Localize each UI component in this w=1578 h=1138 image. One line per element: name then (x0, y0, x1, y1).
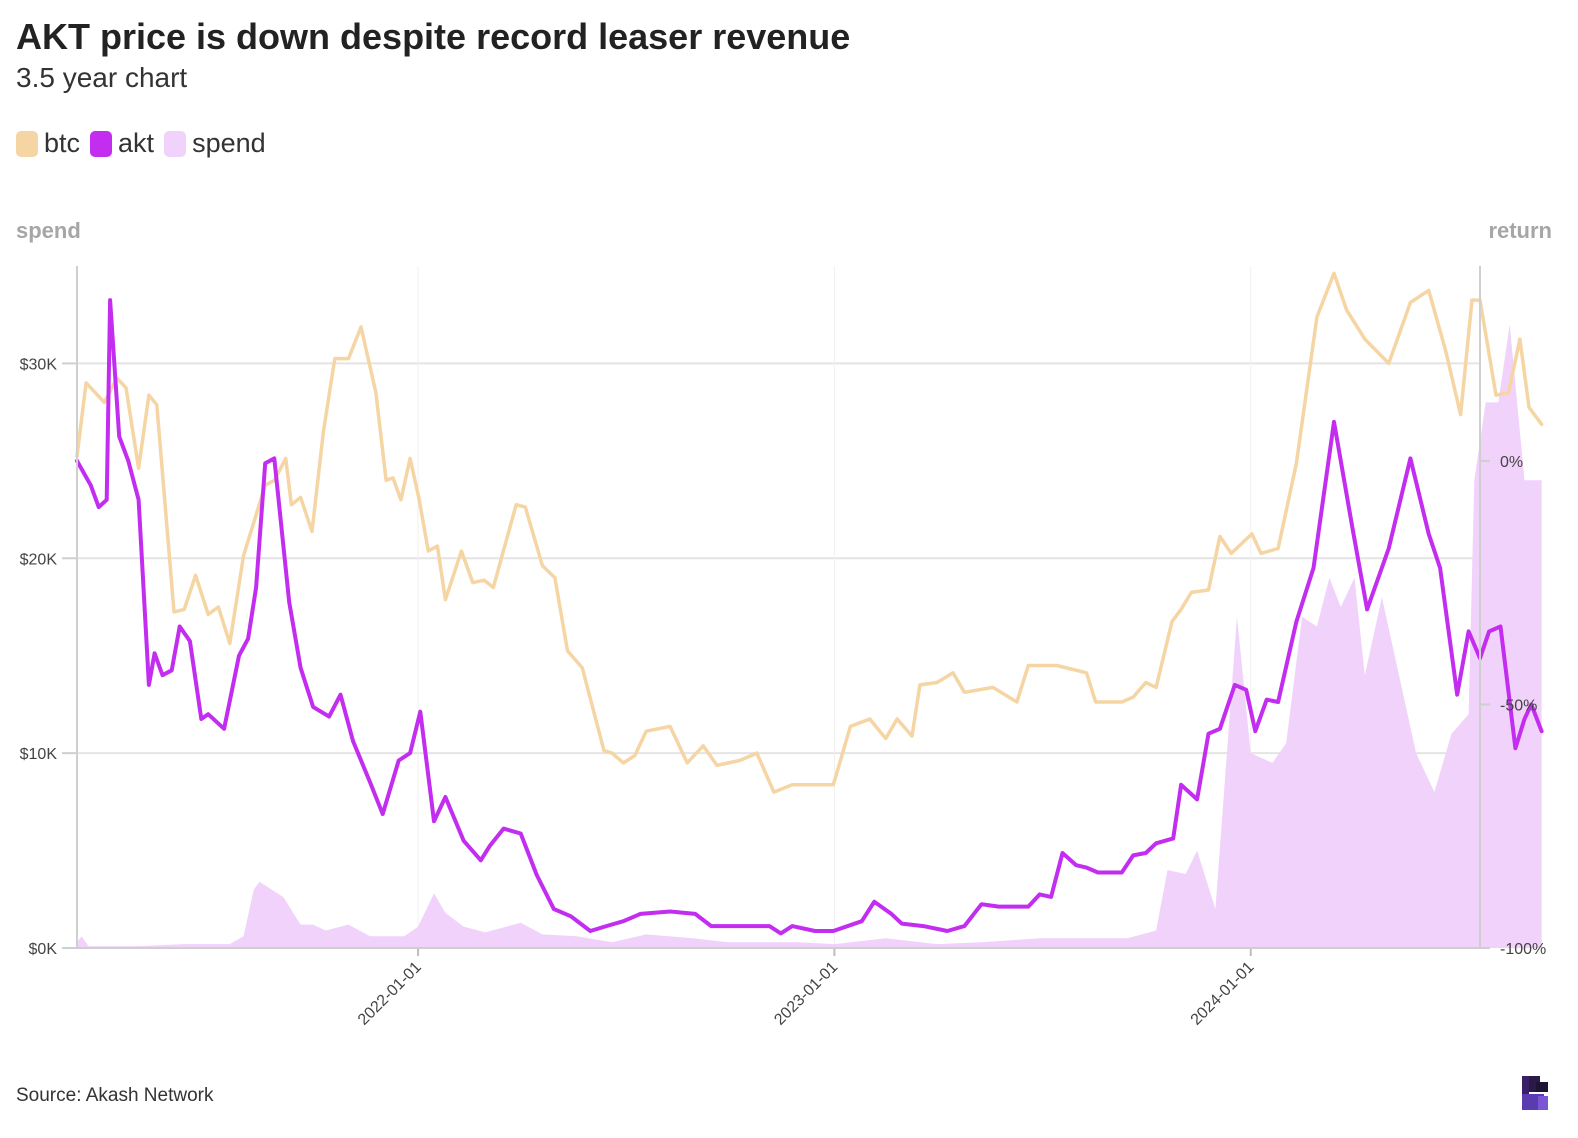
legend-swatch-spend (164, 130, 187, 157)
legend-item-btc[interactable]: btc (16, 128, 80, 159)
legend-swatch-btc (16, 130, 38, 157)
chart-title: AKT price is down despite record leaser … (16, 16, 851, 57)
right-tick-label: -50% (1500, 697, 1537, 714)
axes (62, 266, 1490, 956)
right-tick-label: 0% (1500, 454, 1523, 471)
x-tick-label: 2024-01-01 (1188, 959, 1258, 1029)
right-tick-label: -100% (1500, 941, 1546, 958)
left-tick-label: $10K (20, 746, 58, 763)
source-note: Source: Akash Network (16, 1085, 214, 1106)
legend-swatch-akt (90, 130, 113, 157)
left-tick-label: $30K (20, 356, 58, 373)
spend-area-layer (77, 324, 1542, 948)
series-line-akt (75, 298, 1544, 936)
brand-logo-icon (1522, 1076, 1548, 1110)
legend-item-spend[interactable]: spend (164, 128, 266, 159)
left-tick-label: $0K (29, 941, 58, 958)
legend-label-akt: akt (118, 128, 155, 158)
left-tick-label: $20K (20, 551, 58, 568)
x-tick-label: 2023-01-01 (771, 959, 841, 1029)
legend-label-spend: spend (192, 128, 266, 158)
line-layer (75, 271, 1544, 936)
legend-item-akt[interactable]: akt (90, 128, 154, 159)
x-tick-label: 2022-01-01 (355, 959, 425, 1029)
series-area-spend (77, 324, 1542, 948)
legend: btc akt spend (16, 128, 266, 159)
legend-label-btc: btc (44, 128, 81, 158)
right-axis-title: return (1488, 218, 1552, 243)
series-line-btc (75, 271, 1544, 794)
chart-subtitle: 3.5 year chart (16, 62, 188, 93)
chart-canvas: $0K $10K $20K $30K -100% -50% 0% 2022-01-01 2023… (20, 266, 1546, 1029)
left-axis-title: spend (16, 218, 81, 243)
